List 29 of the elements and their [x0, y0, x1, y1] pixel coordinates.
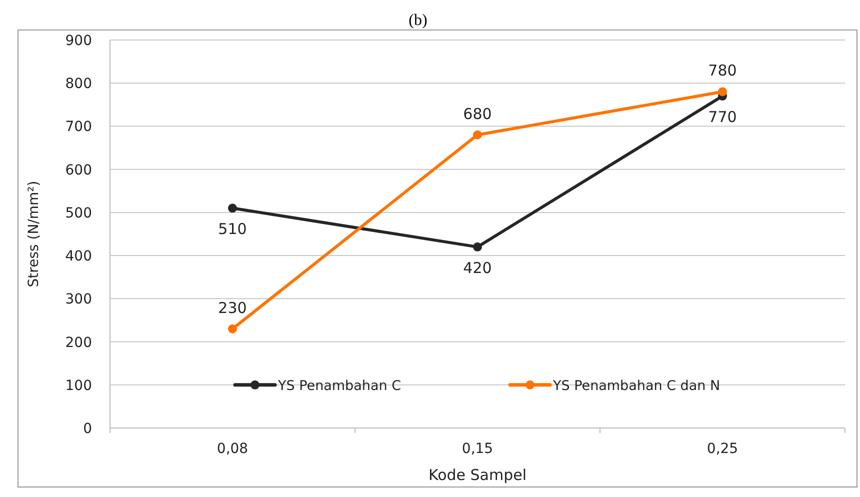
chart-title: (b) — [408, 12, 428, 29]
y-tick-label: 700 — [65, 119, 92, 136]
point — [473, 242, 482, 252]
x-tick-label: 0,15 — [462, 441, 494, 457]
y-tick-label: 100 — [65, 378, 92, 394]
x-tick-label: 0,08 — [216, 441, 248, 457]
data-label: 770 — [708, 108, 737, 126]
y-tick-label: 200 — [65, 334, 92, 351]
y-tick-label: 800 — [65, 76, 92, 92]
y-tick-label: 400 — [65, 248, 92, 265]
data-label: 230 — [218, 298, 247, 317]
data-label: 420 — [463, 258, 492, 277]
point — [718, 87, 727, 96]
y-tick-label: 600 — [65, 162, 92, 178]
data-label: 780 — [708, 62, 737, 80]
legend-label: YS Penambahan C — [277, 378, 401, 394]
point — [228, 324, 237, 334]
x-tick-label: 0,25 — [706, 441, 738, 457]
y-tick-label: 0 — [83, 421, 92, 437]
y-tick-label: 900 — [65, 33, 92, 49]
point — [473, 130, 482, 140]
y-axis-title: Stress (N/mm²) — [26, 180, 42, 288]
y-tick-label: 500 — [65, 205, 92, 222]
data-label: 510 — [218, 220, 247, 238]
legend-label: YS Penambahan C dan N — [552, 378, 720, 394]
x-axis-title: Kode Sampel — [428, 466, 527, 484]
data-label: 680 — [463, 104, 492, 123]
y-tick-label: 300 — [65, 292, 92, 308]
point — [228, 204, 237, 213]
